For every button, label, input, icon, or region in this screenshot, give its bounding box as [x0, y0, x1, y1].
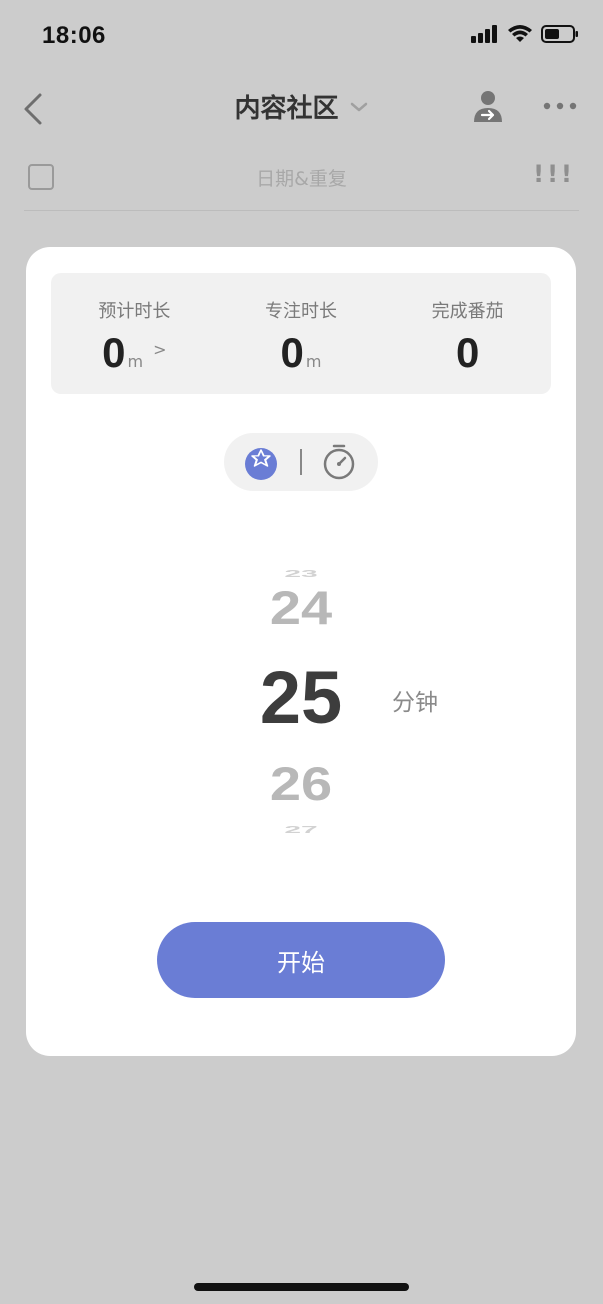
stat-value: 0: [456, 329, 480, 376]
share-button[interactable]: [470, 88, 506, 124]
mode-toggle: [224, 433, 378, 491]
chevron-left-icon: [24, 93, 42, 125]
task-row: 日期&重复 !!!: [0, 150, 603, 210]
start-button[interactable]: 开始: [157, 922, 445, 998]
stat-value: 0: [280, 329, 304, 376]
status-bar: 18:06: [0, 0, 603, 74]
picker-option[interactable]: 23: [284, 568, 318, 580]
pomodoro-mode-button[interactable]: [242, 443, 280, 481]
pomodoro-icon: [245, 448, 277, 480]
battery-icon: [541, 25, 578, 43]
stat-label: 专注时长: [265, 301, 337, 322]
stat-label: 预计时长: [98, 301, 171, 322]
stat-estimated[interactable]: 预计时长 0 m >: [51, 273, 218, 394]
chevron-right-icon: >: [153, 340, 167, 359]
stat-unit: m: [127, 352, 144, 371]
stat-focus-time: 专注时长 0 m: [218, 273, 385, 394]
back-button[interactable]: [20, 92, 46, 126]
stopwatch-mode-button[interactable]: [320, 443, 358, 481]
picker-unit-label: 分钟: [392, 690, 438, 716]
task-checkbox[interactable]: [28, 164, 54, 190]
project-selector[interactable]: 内容社区: [0, 88, 603, 125]
stats-panel: 预计时长 0 m > 专注时长 0 m 完成番茄 0: [51, 273, 551, 394]
divider: [24, 210, 579, 211]
priority-button[interactable]: !!!: [533, 160, 575, 188]
chevron-down-icon: [350, 102, 367, 111]
duration-picker[interactable]: 23 24 25 26 27 分钟: [26, 537, 576, 847]
picker-option[interactable]: 26: [269, 756, 333, 811]
stat-label: 完成番茄: [431, 301, 504, 322]
share-person-icon: [474, 91, 502, 122]
stopwatch-icon: [323, 444, 355, 480]
stat-completed-pomodoros: 完成番茄 0: [384, 273, 551, 394]
wifi-icon: [508, 25, 532, 42]
mode-separator: [300, 449, 302, 475]
picker-option[interactable]: 27: [284, 824, 318, 836]
signal-icon: [471, 25, 497, 43]
status-time: 18:06: [42, 22, 106, 49]
status-icons: [471, 24, 579, 44]
more-button[interactable]: [540, 88, 580, 124]
more-dots-icon: [543, 102, 577, 110]
stat-value: 0: [102, 329, 126, 376]
page-title: 内容社区: [234, 94, 339, 124]
home-indicator: [194, 1283, 409, 1291]
stat-unit: m: [305, 352, 322, 371]
pomodoro-modal: 预计时长 0 m > 专注时长 0 m 完成番茄 0: [26, 247, 576, 1056]
picker-option[interactable]: 24: [269, 580, 333, 635]
picker-selected-option[interactable]: 25: [259, 656, 343, 739]
date-repeat-field[interactable]: 日期&重复: [256, 168, 347, 190]
header: 内容社区: [0, 74, 603, 142]
